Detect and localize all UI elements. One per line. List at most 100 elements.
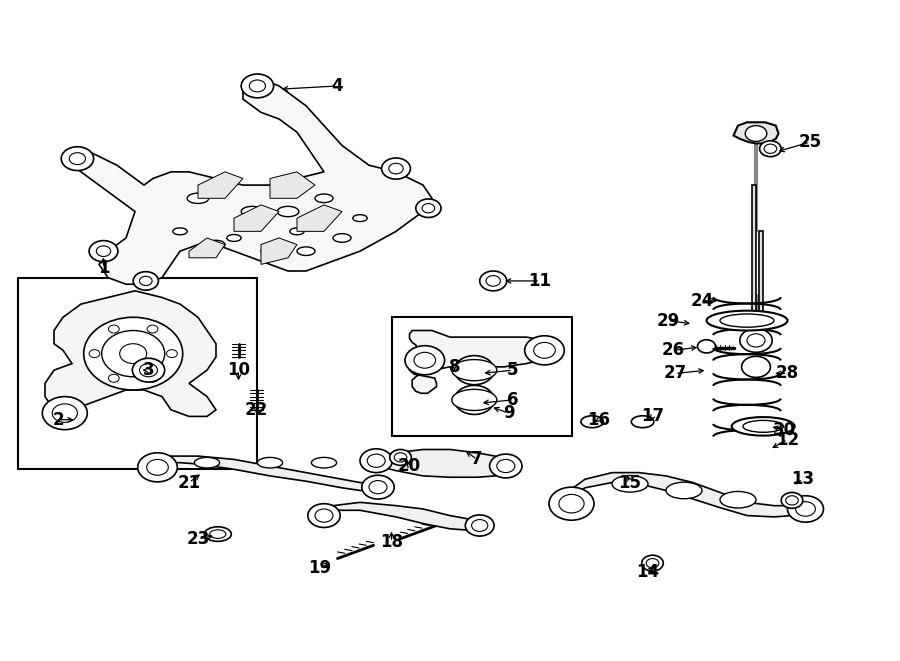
Circle shape <box>367 454 385 467</box>
Ellipse shape <box>333 234 351 242</box>
Circle shape <box>132 358 165 382</box>
Text: 5: 5 <box>508 361 518 379</box>
Circle shape <box>745 126 767 141</box>
Polygon shape <box>45 291 216 416</box>
Polygon shape <box>759 231 763 317</box>
Circle shape <box>308 504 340 527</box>
Circle shape <box>120 344 147 364</box>
Circle shape <box>454 356 494 385</box>
Ellipse shape <box>227 235 241 241</box>
Polygon shape <box>198 172 243 198</box>
Circle shape <box>534 342 555 358</box>
Text: 18: 18 <box>380 533 403 551</box>
Text: 2: 2 <box>53 410 64 429</box>
Text: 24: 24 <box>690 292 714 310</box>
Circle shape <box>465 515 494 536</box>
Circle shape <box>315 509 333 522</box>
Circle shape <box>108 325 119 333</box>
Ellipse shape <box>241 206 263 217</box>
Circle shape <box>394 453 407 462</box>
Bar <box>18 278 256 469</box>
Circle shape <box>42 397 87 430</box>
Ellipse shape <box>315 194 333 202</box>
Ellipse shape <box>207 241 225 249</box>
Ellipse shape <box>666 483 702 498</box>
Circle shape <box>147 459 168 475</box>
Circle shape <box>490 454 522 478</box>
Circle shape <box>416 199 441 217</box>
Text: 25: 25 <box>798 133 822 151</box>
Circle shape <box>472 520 488 531</box>
Text: 4: 4 <box>332 77 343 95</box>
Circle shape <box>166 350 177 358</box>
Circle shape <box>52 404 77 422</box>
Polygon shape <box>752 185 756 344</box>
Circle shape <box>369 481 387 494</box>
Text: 7: 7 <box>472 450 482 469</box>
Ellipse shape <box>204 527 231 541</box>
Circle shape <box>464 392 485 408</box>
Circle shape <box>96 246 111 256</box>
Circle shape <box>747 334 765 347</box>
Text: 26: 26 <box>662 341 685 360</box>
Text: 17: 17 <box>641 407 664 426</box>
Circle shape <box>138 453 177 482</box>
Circle shape <box>241 74 274 98</box>
Circle shape <box>497 459 515 473</box>
Ellipse shape <box>173 228 187 235</box>
Circle shape <box>646 559 659 568</box>
Circle shape <box>454 385 494 414</box>
Text: 20: 20 <box>398 457 421 475</box>
Circle shape <box>740 329 772 352</box>
Circle shape <box>89 350 100 358</box>
Ellipse shape <box>290 228 304 235</box>
Text: 22: 22 <box>245 401 268 419</box>
Ellipse shape <box>210 530 226 538</box>
Circle shape <box>360 449 392 473</box>
Ellipse shape <box>706 311 788 330</box>
Text: 14: 14 <box>636 563 660 581</box>
Circle shape <box>786 496 798 505</box>
Polygon shape <box>234 205 279 231</box>
Text: 15: 15 <box>618 473 642 492</box>
Circle shape <box>698 340 716 353</box>
Circle shape <box>389 163 403 174</box>
Circle shape <box>422 204 435 213</box>
Ellipse shape <box>720 314 774 327</box>
Circle shape <box>480 271 507 291</box>
Circle shape <box>742 356 770 377</box>
Polygon shape <box>374 449 508 477</box>
Circle shape <box>781 492 803 508</box>
Text: 29: 29 <box>656 311 680 330</box>
Circle shape <box>147 374 158 382</box>
Circle shape <box>525 336 564 365</box>
Ellipse shape <box>311 457 337 468</box>
Ellipse shape <box>277 206 299 217</box>
Text: 16: 16 <box>587 410 610 429</box>
Polygon shape <box>72 79 432 284</box>
Polygon shape <box>270 172 315 198</box>
Ellipse shape <box>187 193 209 204</box>
Ellipse shape <box>353 215 367 221</box>
Circle shape <box>362 475 394 499</box>
Polygon shape <box>297 205 342 231</box>
Ellipse shape <box>742 420 783 432</box>
Polygon shape <box>151 456 378 490</box>
Circle shape <box>796 502 815 516</box>
Circle shape <box>642 555 663 571</box>
Circle shape <box>89 241 118 262</box>
Circle shape <box>249 80 266 92</box>
Ellipse shape <box>732 417 795 436</box>
Polygon shape <box>565 473 810 517</box>
Circle shape <box>559 494 584 513</box>
Text: 30: 30 <box>773 420 796 439</box>
Circle shape <box>405 346 445 375</box>
Polygon shape <box>189 238 225 258</box>
Circle shape <box>147 325 158 333</box>
Circle shape <box>61 147 94 171</box>
Polygon shape <box>261 238 297 264</box>
Ellipse shape <box>612 476 648 492</box>
Circle shape <box>760 141 781 157</box>
Text: 6: 6 <box>508 391 518 409</box>
Polygon shape <box>320 502 482 530</box>
